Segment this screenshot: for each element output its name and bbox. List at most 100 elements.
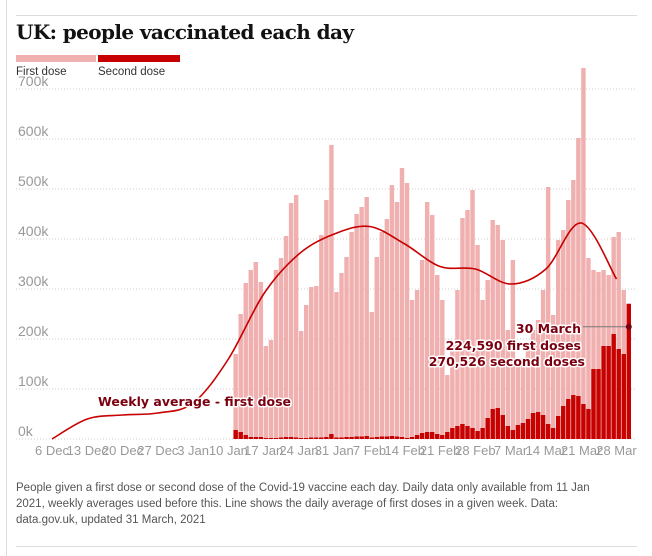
- first-dose-bar: [258, 282, 264, 439]
- first-dose-bar: [268, 340, 274, 439]
- y-tick-label: 500k: [18, 173, 49, 189]
- second-dose-bar: [556, 416, 561, 439]
- first-dose-bar: [238, 314, 243, 439]
- first-dose-bar: [571, 180, 576, 439]
- second-dose-bar: [520, 423, 526, 439]
- first-dose-bar: [273, 270, 279, 439]
- first-dose-bar: [576, 138, 581, 439]
- second-dose-bar: [611, 334, 616, 439]
- second-dose-bar: [490, 409, 495, 439]
- second-dose-bar: [369, 437, 374, 439]
- first-dose-bar: [470, 190, 475, 439]
- legend-label-first-dose: First dose: [16, 66, 67, 78]
- second-dose-bar: [344, 437, 349, 439]
- second-dose-bar: [545, 424, 551, 439]
- first-dose-bar: [556, 240, 561, 439]
- second-dose-bar: [384, 436, 390, 439]
- second-dose-bar: [238, 432, 243, 439]
- first-dose-bar: [374, 257, 379, 439]
- first-dose-bar: [339, 273, 344, 439]
- second-dose-bar: [430, 432, 435, 439]
- second-dose-bar: [535, 412, 541, 439]
- second-dose-bar: [278, 437, 284, 439]
- second-dose-bar: [606, 346, 611, 439]
- second-dose-bar: [596, 369, 601, 439]
- first-dose-bar: [253, 262, 259, 439]
- first-dose-bar: [500, 240, 505, 439]
- first-dose-bar: [324, 200, 329, 439]
- first-dose-bar: [419, 260, 425, 439]
- first-dose-bar: [525, 345, 531, 439]
- second-dose-bar: [505, 426, 511, 439]
- second-dose-bar: [424, 432, 430, 439]
- second-dose-bar: [414, 435, 420, 439]
- second-dose-bar: [263, 438, 269, 439]
- first-dose-bar: [233, 354, 238, 439]
- second-dose-bar: [248, 437, 253, 439]
- second-dose-bar: [288, 437, 294, 439]
- second-dose-bar: [435, 434, 440, 439]
- second-dose-bar: [450, 428, 455, 439]
- first-dose-bar: [309, 287, 314, 439]
- left-border: [6, 0, 7, 556]
- y-tick-label: 300k: [18, 273, 49, 289]
- second-dose-bar: [404, 438, 410, 439]
- first-dose-bar: [440, 300, 445, 439]
- first-dose-bar: [495, 225, 500, 439]
- first-dose-bar: [505, 330, 511, 439]
- first-dose-bar: [510, 260, 516, 439]
- second-dose-bar: [530, 413, 536, 439]
- first-dose-bar: [475, 245, 480, 439]
- y-axis: 0k 100k 200k 300k 400k 500k 600k 700k: [18, 73, 49, 439]
- second-dose-bar: [485, 418, 490, 439]
- x-tick-label: 14 Mar: [526, 443, 567, 458]
- first-dose-bar: [384, 219, 390, 439]
- y-tick-label: 400k: [18, 223, 49, 239]
- second-dose-bar: [480, 428, 485, 439]
- second-dose-bar: [268, 438, 274, 439]
- chart-title: UK: people vaccinated each day: [16, 20, 354, 44]
- x-tick-label: 28 Feb: [455, 443, 495, 458]
- second-dose-bar: [253, 437, 259, 439]
- first-dose-bar: [450, 345, 455, 439]
- x-tick-label: 10 Jan: [209, 443, 248, 458]
- second-dose-bar: [329, 434, 334, 439]
- second-dose-bar: [389, 436, 395, 439]
- annotation-date: 30 March: [516, 321, 581, 336]
- second-dose-bar: [601, 346, 606, 439]
- first-dose-bar: [344, 257, 349, 439]
- first-dose-bar: [414, 290, 420, 439]
- second-dose-bar: [566, 399, 571, 439]
- first-dose-bar: [248, 270, 253, 439]
- second-dose-bar: [475, 431, 480, 439]
- first-dose-bar: [319, 235, 324, 439]
- first-dose-bar: [490, 220, 495, 439]
- legend-swatch-first-dose: [16, 55, 96, 62]
- second-dose-bar: [515, 425, 521, 439]
- first-dose-bar: [485, 280, 490, 439]
- first-dose-bar: [354, 214, 359, 439]
- first-dose-bar: [369, 312, 374, 439]
- first-dose-bar: [566, 200, 571, 439]
- second-dose-bar: [304, 438, 309, 439]
- first-dose-bar: [334, 292, 339, 439]
- second-dose-bar: [550, 428, 556, 439]
- second-dose-bar: [540, 415, 546, 439]
- first-dose-bar: [520, 358, 526, 439]
- first-dose-bar: [581, 68, 586, 439]
- first-dose-bar: [404, 183, 410, 439]
- second-dose-bar: [324, 437, 329, 439]
- first-dose-bar: [445, 375, 450, 439]
- second-dose-bar: [470, 428, 475, 439]
- first-dose-bar: [394, 202, 400, 439]
- legend-swatch-second-dose: [98, 55, 180, 62]
- x-tick-label: 6 Dec: [35, 443, 69, 458]
- x-tick-label: 7 Mar: [494, 443, 528, 458]
- first-dose-bar: [430, 215, 435, 439]
- x-tick-label: 27 Dec: [137, 443, 179, 458]
- second-dose-bar: [576, 396, 581, 439]
- second-dose-bar: [283, 437, 289, 439]
- first-dose-bar: [298, 331, 304, 439]
